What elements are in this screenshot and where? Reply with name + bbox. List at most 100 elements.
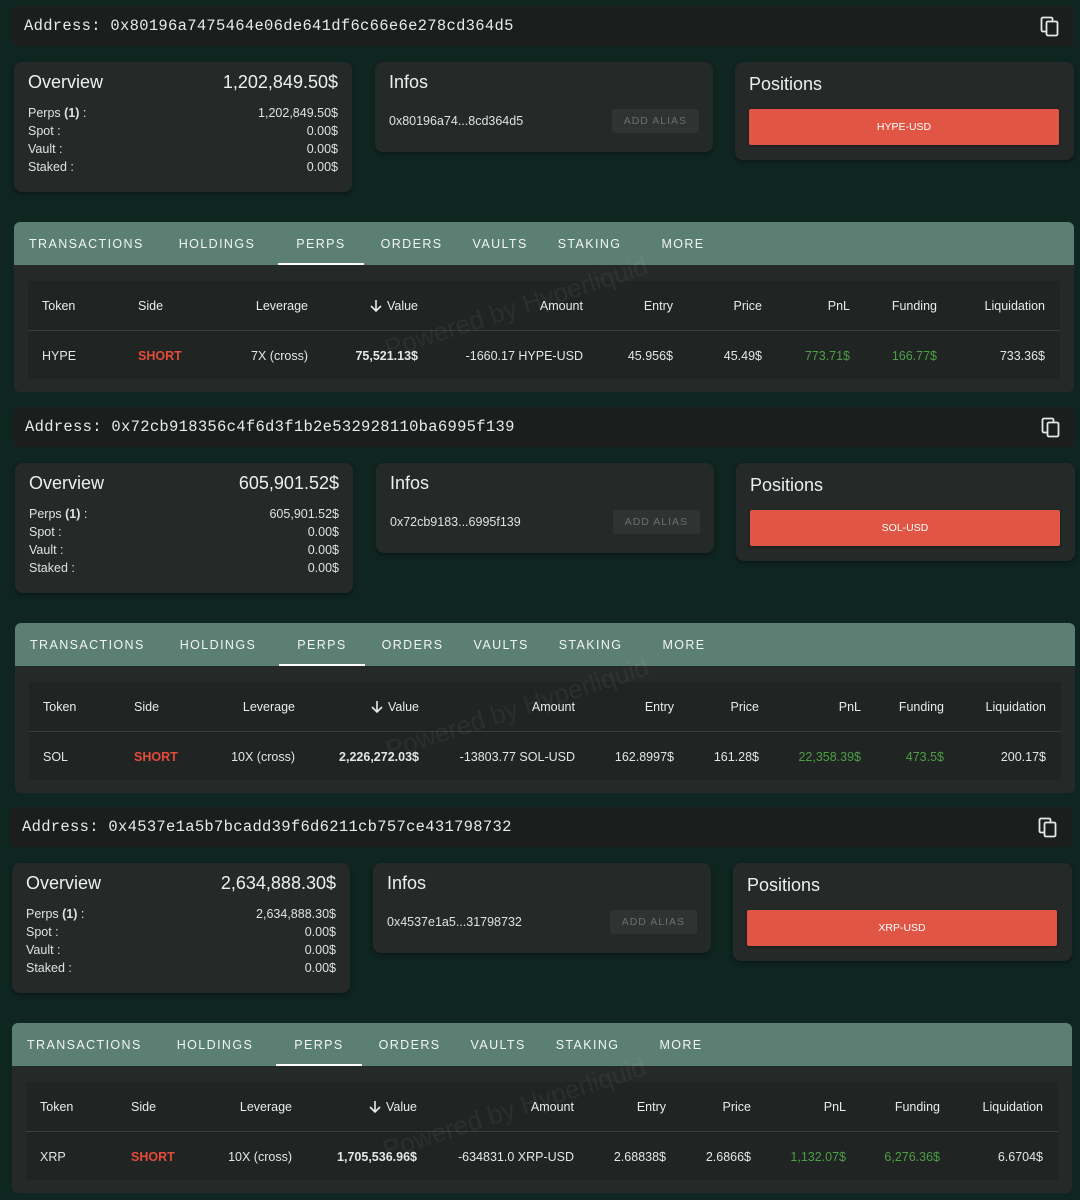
cell-leverage: 7X (cross) [251, 348, 308, 363]
col-liquidation[interactable]: Liquidation [982, 1099, 1043, 1114]
vault-row: Vault :0.00$ [29, 543, 339, 557]
tab-transactions[interactable]: TRANSACTIONS [29, 236, 144, 251]
infos-short-address: 0x4537e1a5...31798732 [387, 915, 522, 929]
cell-entry: 2.68838$ [613, 1149, 666, 1164]
overview-total: 2,634,888.30$ [220, 873, 336, 893]
col-price[interactable]: Price [722, 1099, 751, 1114]
cell-side: SHORT [131, 1149, 175, 1164]
cell-leverage: 10X (cross) [228, 1149, 292, 1164]
col-entry[interactable]: Entry [644, 699, 674, 714]
table-row[interactable]: HYPE SHORT 7X (cross) 75,521.13$ -1660.1… [28, 332, 1060, 379]
tab-staking[interactable]: STAKING [555, 1037, 620, 1052]
col-pnl[interactable]: PnL [827, 298, 850, 313]
vault-value: 0.00$ [307, 543, 339, 557]
add-alias-button[interactable]: ADD ALIAS [609, 910, 697, 934]
col-token[interactable]: Token [42, 298, 76, 313]
perps-row: Perps (1) :1,202,849.50$ [28, 106, 338, 120]
cell-amount: -1660.17 HYPE-USD [465, 348, 583, 363]
tab-staking[interactable]: STAKING [557, 236, 622, 251]
col-pnl[interactable]: PnL [823, 1099, 846, 1114]
tab-holdings[interactable]: HOLDINGS [176, 1037, 254, 1052]
tab-perps[interactable]: PERPS [276, 1023, 363, 1066]
perps-row: Perps (1) :605,901.52$ [29, 507, 339, 521]
col-price[interactable]: Price [733, 298, 762, 313]
table-row[interactable]: SOL SHORT 10X (cross) 2,226,272.03$ -138… [29, 733, 1061, 780]
col-liquidation[interactable]: Liquidation [984, 298, 1045, 313]
tab-holdings[interactable]: HOLDINGS [178, 236, 256, 251]
wallet-section-3: Address: 0x4537e1a5b7bcadd39f6d6211cb757… [0, 801, 1080, 1200]
vault-row: Vault :0.00$ [26, 943, 336, 957]
wallet-section-1: Address: 0x80196a7475464e06de641df6c66e6… [0, 0, 1080, 400]
position-button[interactable]: HYPE-USD [749, 109, 1059, 145]
tab-more[interactable]: MORE [662, 637, 706, 652]
tab-more[interactable]: MORE [661, 236, 705, 251]
tab-orders[interactable]: ORDERS [381, 637, 444, 652]
tab-more[interactable]: MORE [659, 1037, 703, 1052]
col-token[interactable]: Token [43, 699, 77, 714]
copy-icon[interactable] [1041, 417, 1061, 439]
spot-row: Spot :0.00$ [29, 525, 339, 539]
cell-price: 2.6866$ [705, 1149, 751, 1164]
col-entry[interactable]: Entry [643, 298, 673, 313]
tab-orders[interactable]: ORDERS [380, 236, 443, 251]
tab-vaults[interactable]: VAULTS [472, 236, 528, 251]
address-bar: Address: 0x72cb918356c4f6d3f1b2e53292811… [13, 407, 1075, 447]
overview-card: Overview 605,901.52$ Perps (1) :605,901.… [15, 463, 353, 593]
col-liquidation[interactable]: Liquidation [985, 699, 1046, 714]
col-token[interactable]: Token [40, 1099, 74, 1114]
col-price[interactable]: Price [730, 699, 759, 714]
perps-table: Token Side Leverage Value Amount Entry P… [28, 281, 1060, 379]
col-leverage[interactable]: Leverage [255, 298, 308, 313]
add-alias-button[interactable]: ADD ALIAS [611, 109, 699, 133]
col-amount[interactable]: Amount [530, 1099, 574, 1114]
col-funding[interactable]: Funding [898, 699, 944, 714]
perps-value: 2,634,888.30$ [256, 907, 336, 921]
col-value[interactable]: Value [317, 1082, 417, 1131]
tab-vaults[interactable]: VAULTS [473, 637, 529, 652]
perps-row: Perps (1) :2,634,888.30$ [26, 907, 336, 921]
tab-bar: TRANSACTIONS HOLDINGS PERPS ORDERS VAULT… [12, 1023, 1072, 1066]
positions-card: Positions HYPE-USD [735, 62, 1074, 160]
col-pnl[interactable]: PnL [838, 699, 861, 714]
cell-entry: 162.8997$ [614, 749, 674, 764]
cell-pnl: 1,132.07$ [790, 1149, 846, 1164]
arrow-down-icon [370, 700, 384, 714]
cell-amount: -634831.0 XRP-USD [457, 1149, 574, 1164]
infos-card: Infos 0x72cb9183...6995f139 ADD ALIAS [376, 463, 714, 553]
col-side[interactable]: Side [138, 298, 164, 313]
copy-icon[interactable] [1040, 16, 1060, 38]
col-side[interactable]: Side [131, 1099, 157, 1114]
col-leverage[interactable]: Leverage [239, 1099, 292, 1114]
add-alias-button[interactable]: ADD ALIAS [612, 510, 700, 534]
col-value[interactable]: Value [318, 281, 418, 330]
col-entry[interactable]: Entry [636, 1099, 666, 1114]
perps-value: 605,901.52$ [269, 507, 339, 521]
col-value[interactable]: Value [319, 682, 419, 731]
arrow-down-icon [368, 1100, 382, 1114]
col-funding[interactable]: Funding [894, 1099, 940, 1114]
col-amount[interactable]: Amount [539, 298, 583, 313]
tab-transactions[interactable]: TRANSACTIONS [30, 637, 145, 652]
tab-staking[interactable]: STAKING [558, 637, 623, 652]
copy-icon[interactable] [1038, 817, 1058, 839]
tabs-panel: TRANSACTIONS HOLDINGS PERPS ORDERS VAULT… [12, 1023, 1072, 1193]
tab-perps[interactable]: PERPS [279, 623, 366, 666]
tab-holdings[interactable]: HOLDINGS [179, 637, 257, 652]
tab-vaults[interactable]: VAULTS [470, 1037, 526, 1052]
tab-bar: TRANSACTIONS HOLDINGS PERPS ORDERS VAULT… [15, 623, 1075, 666]
tab-orders[interactable]: ORDERS [378, 1037, 441, 1052]
address-text: Address: 0x80196a7475464e06de641df6c66e6… [24, 17, 514, 35]
col-side[interactable]: Side [134, 699, 160, 714]
cell-value: 1,705,536.96$ [337, 1149, 417, 1164]
col-funding[interactable]: Funding [891, 298, 937, 313]
vault-row: Vault :0.00$ [28, 142, 338, 156]
col-leverage[interactable]: Leverage [242, 699, 295, 714]
position-button[interactable]: SOL-USD [750, 510, 1060, 546]
tab-perps[interactable]: PERPS [278, 222, 365, 265]
position-button[interactable]: XRP-USD [747, 910, 1057, 946]
cell-price: 161.28$ [713, 749, 759, 764]
tab-transactions[interactable]: TRANSACTIONS [27, 1037, 142, 1052]
table-row[interactable]: XRP SHORT 10X (cross) 1,705,536.96$ -634… [26, 1133, 1058, 1180]
infos-card: Infos 0x4537e1a5...31798732 ADD ALIAS [373, 863, 711, 953]
col-amount[interactable]: Amount [531, 699, 575, 714]
